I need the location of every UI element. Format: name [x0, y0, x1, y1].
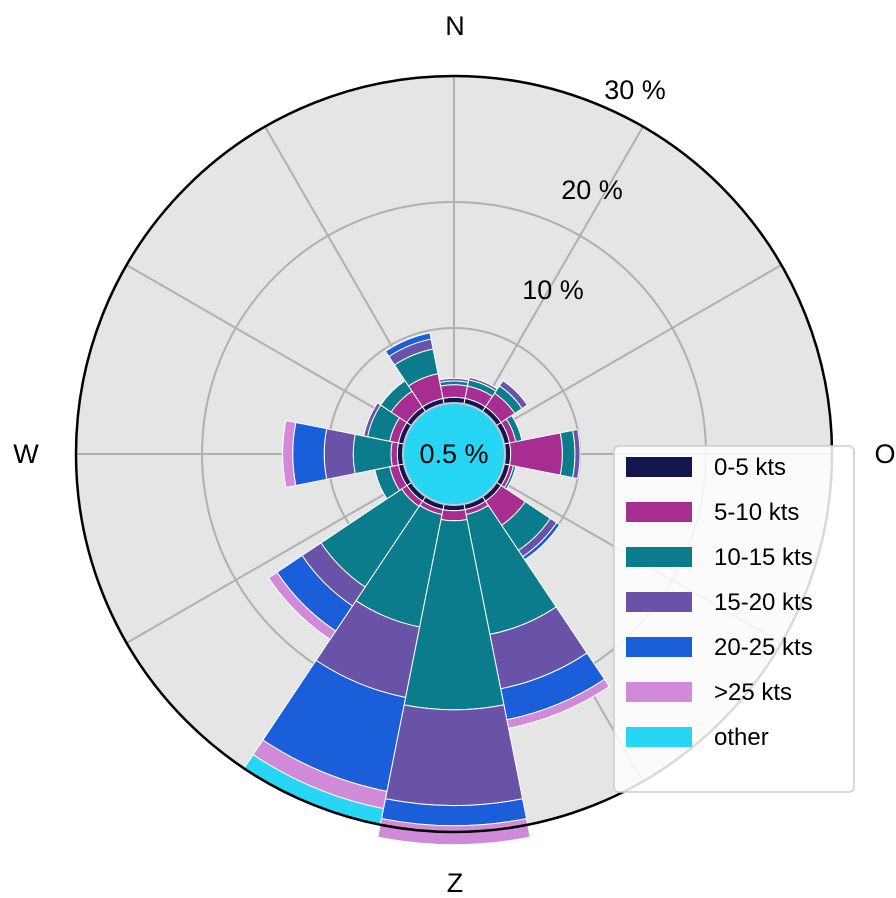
calm-circle — [401, 401, 507, 507]
calm-center — [401, 401, 507, 507]
legend-label: other — [714, 724, 769, 751]
bar-segment-15-20-kts — [384, 704, 524, 806]
legend-swatch — [626, 547, 692, 567]
legend-label: 0-5 kts — [714, 454, 786, 481]
bar-segment-20-25-kts — [292, 421, 328, 487]
bar-segment-25-kts — [282, 419, 297, 489]
legend-label: 10-15 kts — [714, 544, 813, 571]
direction-label-z: Z — [447, 868, 464, 898]
legend: 0-5 kts 5-10 kts 10-15 kts 15-20 kts 20-25 k… — [613, 445, 855, 793]
legend-swatch — [626, 457, 692, 477]
legend-swatch — [626, 502, 692, 522]
legend-label: 20-25 kts — [714, 634, 813, 661]
legend-swatch — [626, 637, 692, 657]
direction-label-n: N — [445, 11, 465, 41]
bar-segment-5-10-kts — [440, 509, 468, 522]
bar-segment-15-20-kts — [498, 379, 529, 410]
bar-segment-20-25-kts — [384, 332, 432, 358]
legend-box — [613, 445, 855, 793]
ring-label-10: 10 % — [522, 275, 584, 305]
legend-swatch — [626, 592, 692, 612]
bar-segment-15-20-kts — [363, 402, 382, 438]
legend-swatch — [626, 682, 692, 702]
bar-segment-5-10-kts — [390, 441, 399, 467]
chart-labels: N O Z W 10 % 20 % 30 % 0.5 % — [13, 11, 895, 898]
direction-label-o: O — [874, 439, 895, 469]
bar-segment-5-10-kts — [439, 384, 469, 399]
ring-label-30: 30 % — [604, 75, 666, 105]
calm-label: 0.5 % — [419, 439, 488, 469]
bar-segment-10-15-kts — [559, 429, 576, 479]
legend-label: 5-10 kts — [714, 499, 799, 526]
bar-segment-15-20-kts — [323, 428, 356, 480]
bar-segment-15-20-kts — [572, 428, 581, 480]
legend-swatch — [626, 727, 692, 747]
direction-label-w: W — [13, 439, 39, 469]
bar-segment-25-kts — [267, 571, 337, 641]
ring-label-20: 20 % — [561, 175, 623, 205]
legend-label: >25 kts — [714, 679, 792, 706]
legend-label: 15-20 kts — [714, 589, 813, 616]
